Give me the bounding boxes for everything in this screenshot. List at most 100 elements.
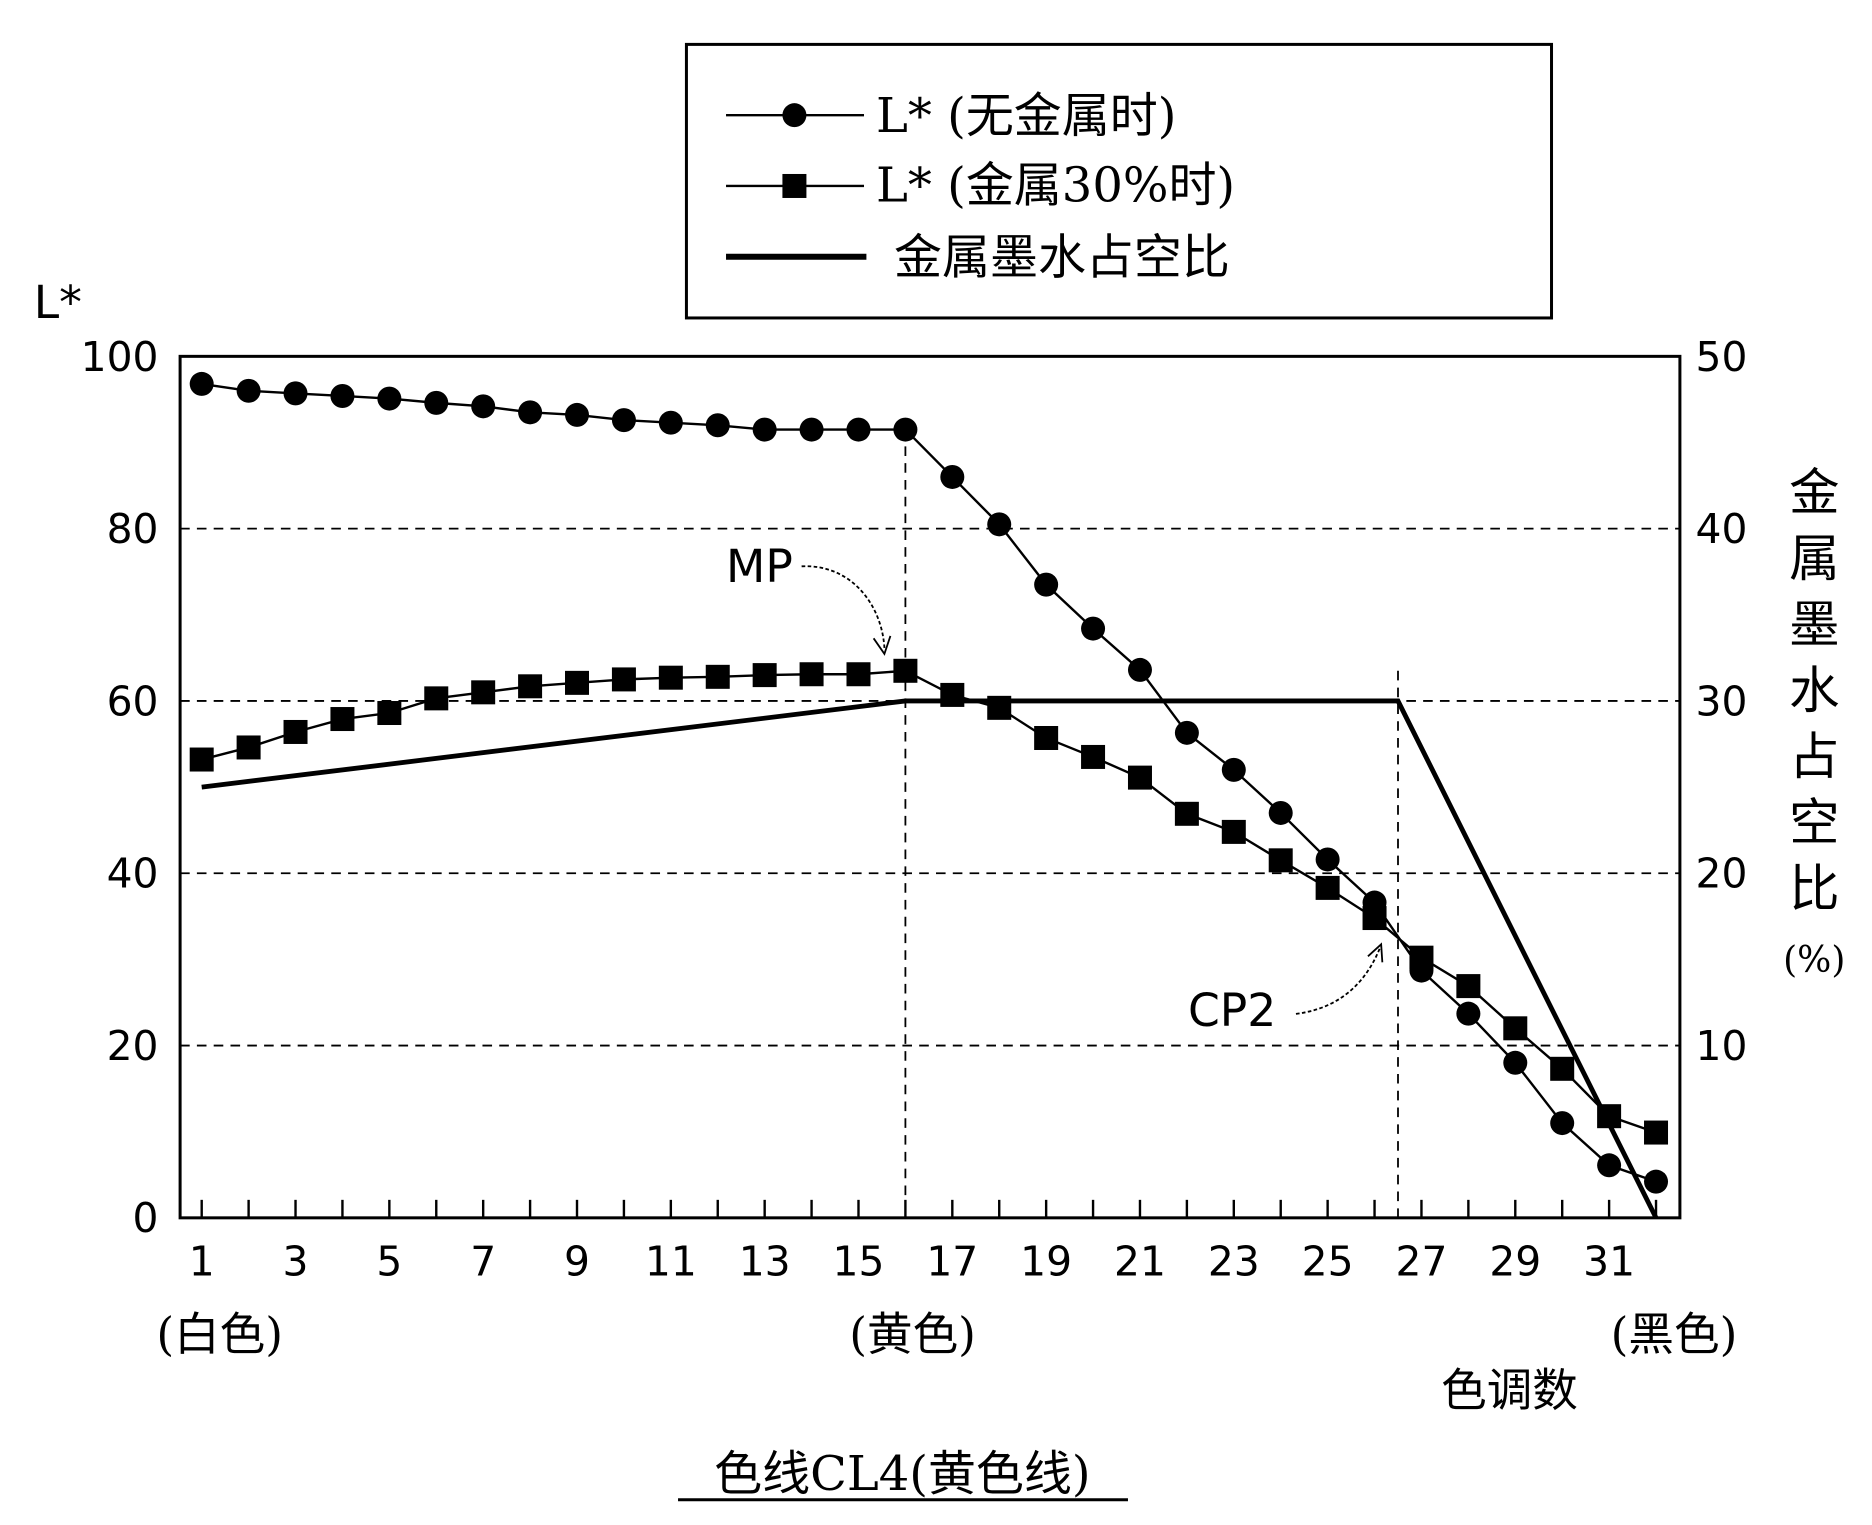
point-no-metal bbox=[1034, 573, 1058, 597]
x-tick-label: 31 bbox=[1583, 1237, 1635, 1285]
point-no-metal bbox=[471, 394, 495, 418]
point-no-metal bbox=[1175, 721, 1199, 745]
point-no-metal bbox=[893, 418, 917, 442]
point-no-metal bbox=[846, 418, 870, 442]
point-no-metal bbox=[1550, 1111, 1574, 1135]
point-no-metal bbox=[706, 413, 730, 437]
point-no-metal bbox=[940, 465, 964, 489]
point-no-metal bbox=[612, 408, 636, 432]
annotation-cp2: CP2 bbox=[1188, 984, 1276, 1037]
x-tick-label: 25 bbox=[1302, 1237, 1354, 1285]
point-metal-30 bbox=[1409, 946, 1433, 970]
y-tick-label: 0 bbox=[133, 1194, 159, 1242]
point-no-metal bbox=[1503, 1051, 1527, 1075]
point-no-metal bbox=[1456, 1002, 1480, 1026]
annotations: MP CP2 bbox=[726, 540, 1382, 1037]
point-metal-30 bbox=[987, 696, 1011, 720]
point-no-metal bbox=[237, 379, 261, 403]
point-metal-30 bbox=[237, 735, 261, 759]
point-no-metal bbox=[330, 384, 354, 408]
x-tick-label: 15 bbox=[833, 1237, 885, 1285]
point-metal-30 bbox=[1503, 1016, 1527, 1040]
y-tick-label: 100 bbox=[81, 333, 159, 381]
y2-tick-label: 50 bbox=[1696, 333, 1748, 381]
plot-frame bbox=[180, 356, 1680, 1217]
point-metal-30 bbox=[424, 686, 448, 710]
point-metal-30 bbox=[1456, 974, 1480, 998]
point-metal-30 bbox=[377, 701, 401, 725]
point-metal-30 bbox=[1316, 876, 1340, 900]
point-no-metal bbox=[424, 391, 448, 415]
y2-label-char: 金 bbox=[1789, 463, 1839, 522]
point-no-metal bbox=[800, 418, 824, 442]
point-no-metal bbox=[1269, 801, 1293, 825]
point-no-metal bbox=[1222, 758, 1246, 782]
point-metal-30 bbox=[893, 659, 917, 683]
y2-label-char: 墨 bbox=[1789, 595, 1839, 654]
point-no-metal bbox=[1316, 847, 1340, 871]
point-no-metal bbox=[987, 512, 1011, 536]
point-no-metal bbox=[753, 418, 777, 442]
x-tick-label: 3 bbox=[283, 1237, 309, 1285]
series-line-metal-ratio bbox=[202, 701, 1656, 1218]
point-no-metal bbox=[1644, 1170, 1668, 1194]
category-label: (白色) bbox=[156, 1308, 283, 1361]
point-metal-30 bbox=[565, 671, 589, 695]
point-metal-30 bbox=[471, 680, 495, 704]
point-metal-30 bbox=[330, 707, 354, 731]
point-metal-30 bbox=[1644, 1121, 1668, 1145]
y-axis-label: L* bbox=[34, 276, 82, 329]
x-tick-label: 13 bbox=[739, 1237, 791, 1285]
point-no-metal bbox=[1597, 1153, 1621, 1177]
x-tick-label: 21 bbox=[1114, 1237, 1166, 1285]
y2-tick-label: 30 bbox=[1696, 677, 1748, 725]
x-tick-label: 9 bbox=[564, 1237, 590, 1285]
y2-tick-label: 40 bbox=[1696, 505, 1748, 553]
y2-label-char: 水 bbox=[1789, 661, 1839, 720]
legend-label-ratio: 金属墨水占空比 bbox=[894, 230, 1230, 286]
arrowhead-icon bbox=[1368, 944, 1382, 962]
y-tick-label: 40 bbox=[107, 850, 159, 898]
legend-square-marker bbox=[782, 174, 806, 198]
y2-label-char: 属 bbox=[1789, 529, 1839, 588]
annotation-mp: MP bbox=[726, 540, 793, 593]
x-tick-label: 19 bbox=[1020, 1237, 1072, 1285]
series-layer bbox=[190, 372, 1668, 1218]
y-tick-label: 80 bbox=[107, 505, 159, 553]
x-tick-label: 27 bbox=[1396, 1237, 1448, 1285]
point-metal-30 bbox=[940, 683, 964, 707]
y2-tick-label: 10 bbox=[1696, 1022, 1748, 1070]
point-no-metal bbox=[377, 387, 401, 411]
y2-label-char: 空 bbox=[1789, 793, 1839, 852]
axis-ticks: 1357911131517192123252729310204060801001… bbox=[81, 333, 1748, 1361]
point-metal-30 bbox=[518, 674, 542, 698]
y2-axis-label: 金属墨水占空比(%) bbox=[1783, 463, 1845, 981]
legend: L* (无金属时) L* (金属30%时) 金属墨水占空比 bbox=[686, 44, 1551, 318]
point-metal-30 bbox=[1597, 1104, 1621, 1128]
point-metal-30 bbox=[612, 667, 636, 691]
point-metal-30 bbox=[1175, 802, 1199, 826]
y-tick-label: 20 bbox=[107, 1022, 159, 1070]
annotation-cp2-arrow bbox=[1296, 948, 1380, 1014]
point-metal-30 bbox=[659, 666, 683, 690]
point-metal-30 bbox=[1222, 820, 1246, 844]
grid bbox=[180, 430, 1680, 1218]
y2-label-char: 比 bbox=[1789, 859, 1839, 918]
point-no-metal bbox=[659, 411, 683, 435]
point-metal-30 bbox=[1363, 906, 1387, 930]
point-no-metal bbox=[1128, 658, 1152, 682]
point-no-metal bbox=[565, 403, 589, 427]
point-no-metal bbox=[190, 372, 214, 396]
point-metal-30 bbox=[1269, 848, 1293, 872]
legend-label-no-metal: L* (无金属时) bbox=[876, 88, 1177, 144]
x-tick-label: 17 bbox=[926, 1237, 978, 1285]
point-no-metal bbox=[1081, 617, 1105, 641]
x-tick-label: 5 bbox=[376, 1237, 402, 1285]
y2-tick-label: 20 bbox=[1696, 850, 1748, 898]
x-tick-label: 1 bbox=[189, 1237, 215, 1285]
point-metal-30 bbox=[284, 720, 308, 744]
arrowhead-icon bbox=[874, 636, 891, 654]
x-tick-label: 7 bbox=[470, 1237, 496, 1285]
y2-label-char: 占 bbox=[1789, 727, 1839, 786]
